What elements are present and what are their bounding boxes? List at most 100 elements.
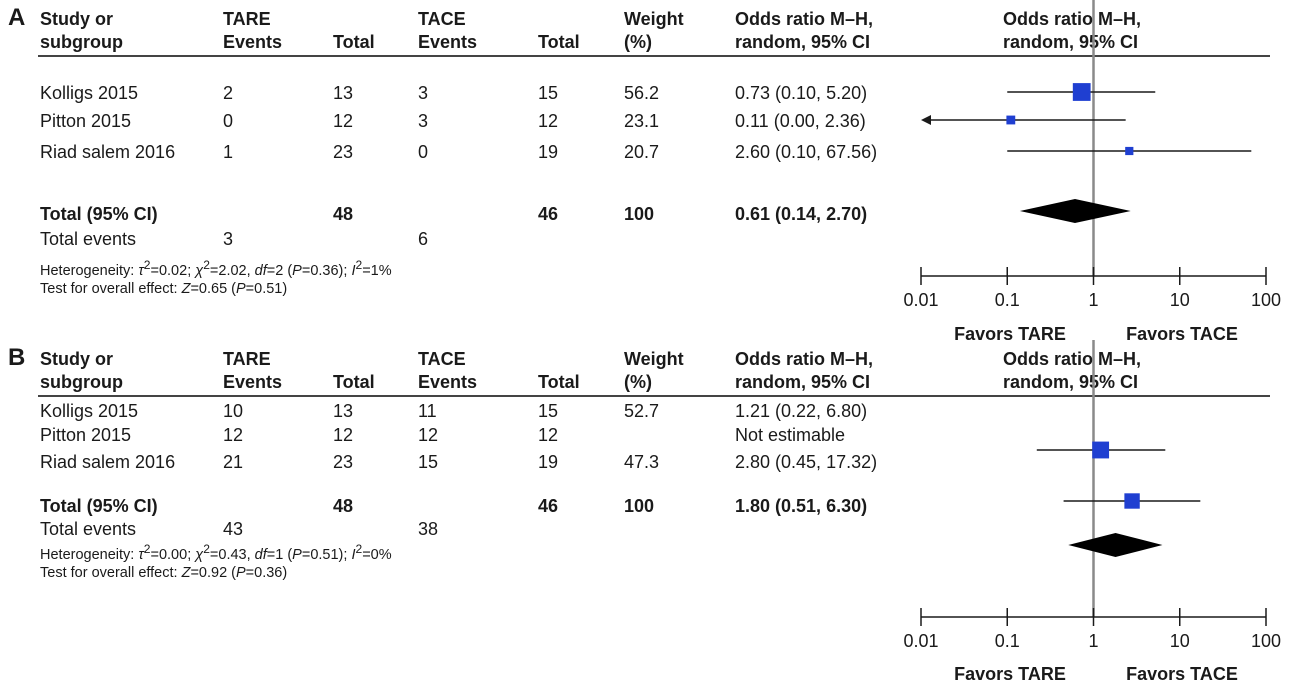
tace-total: 15 bbox=[538, 83, 559, 103]
favors-left-label: Favors TARE bbox=[954, 324, 1066, 344]
header-tace-1: TACE bbox=[418, 349, 466, 369]
total-tare: 48 bbox=[333, 204, 354, 224]
study-square bbox=[1092, 441, 1110, 459]
panel-letter: A bbox=[8, 4, 26, 31]
tace-events: 3 bbox=[418, 111, 429, 131]
header-total-tace: Total bbox=[538, 32, 580, 52]
header-or-text-1: Odds ratio M–H, bbox=[735, 349, 874, 369]
header-weight-1: Weight bbox=[624, 9, 684, 29]
header-total-tare: Total bbox=[333, 372, 375, 392]
favors-right-label: Favors TACE bbox=[1126, 664, 1238, 681]
header-or-text-2: random, 95% CI bbox=[735, 32, 871, 52]
study-weight: 52.7 bbox=[624, 401, 660, 421]
tare-total: 12 bbox=[333, 111, 354, 131]
total-events-tare: 3 bbox=[223, 229, 234, 249]
header-or-plot-1: Odds ratio M–H, bbox=[1003, 349, 1142, 369]
study-square bbox=[1006, 115, 1016, 125]
total-or-text: 1.80 (0.51, 6.30) bbox=[735, 496, 868, 516]
total-or-text: 0.61 (0.14, 2.70) bbox=[735, 204, 868, 224]
study-name: Kolligs 2015 bbox=[40, 401, 139, 421]
header-or-plot-2: random, 95% CI bbox=[1003, 32, 1139, 52]
total-label: Total (95% CI) bbox=[40, 496, 158, 516]
header-study-2: subgroup bbox=[40, 372, 123, 392]
overall-effect-line: Test for overall effect: Z=0.65 (P=0.51) bbox=[40, 281, 288, 297]
x-tick-label: 100 bbox=[1251, 290, 1281, 310]
x-tick-label: 0.1 bbox=[995, 290, 1020, 310]
header-weight-2: (%) bbox=[624, 372, 652, 392]
study-or-text: 0.11 (0.00, 2.36) bbox=[735, 111, 866, 131]
tace-total: 12 bbox=[538, 111, 559, 131]
forest-plot-panel-b: B Study or subgroup TARE Events Total TA… bbox=[0, 340, 1291, 681]
header-weight-1: Weight bbox=[624, 349, 684, 369]
study-square bbox=[1072, 83, 1091, 101]
header-study-2: subgroup bbox=[40, 32, 123, 52]
total-events-tare: 43 bbox=[223, 519, 244, 539]
study-square bbox=[1124, 493, 1140, 509]
header-tace-1: TACE bbox=[418, 9, 466, 29]
pooled-diamond bbox=[1019, 199, 1131, 223]
tare-events: 1 bbox=[223, 142, 234, 162]
header-total-tace: Total bbox=[538, 372, 580, 392]
header-tace-2: Events bbox=[418, 32, 478, 52]
x-tick-label: 100 bbox=[1251, 631, 1281, 651]
header-tace-2: Events bbox=[418, 372, 478, 392]
study-name: Pitton 2015 bbox=[40, 111, 132, 131]
study-or-text: 1.21 (0.22, 6.80) bbox=[735, 401, 868, 421]
tace-events: 0 bbox=[418, 142, 429, 162]
forest-plot-svg: 0.01 0.1 1 10 100 Favors TARE Favors TACE bbox=[903, 0, 1281, 344]
header-tare-1: TARE bbox=[223, 349, 271, 369]
tace-total: 15 bbox=[538, 401, 559, 421]
ci-arrow bbox=[921, 115, 931, 125]
study-or-text: 2.60 (0.10, 67.56) bbox=[735, 142, 878, 162]
tace-events: 3 bbox=[418, 83, 429, 103]
study-name: Riad salem 2016 bbox=[40, 142, 176, 162]
x-tick-label: 1 bbox=[1088, 631, 1098, 651]
tare-total: 13 bbox=[333, 401, 354, 421]
favors-left-label: Favors TARE bbox=[954, 664, 1066, 681]
header-rule bbox=[38, 395, 1270, 397]
tare-total: 12 bbox=[333, 425, 354, 445]
tare-events: 0 bbox=[223, 111, 234, 131]
study-or-text: 2.80 (0.45, 17.32) bbox=[735, 452, 878, 472]
total-events-tace: 6 bbox=[418, 229, 429, 249]
header-rule bbox=[38, 55, 1270, 57]
study-or-text: 0.73 (0.10, 5.20) bbox=[735, 83, 868, 103]
forest-plot-svg: 0.01 0.1 1 10 100 Favors TARE Favors TACE bbox=[903, 340, 1281, 681]
total-events-label: Total events bbox=[40, 519, 137, 539]
header-or-text-1: Odds ratio M–H, bbox=[735, 9, 874, 29]
study-square bbox=[1125, 146, 1134, 156]
tare-events: 12 bbox=[223, 425, 244, 445]
header-or-text-2: random, 95% CI bbox=[735, 372, 871, 392]
tare-events: 10 bbox=[223, 401, 244, 421]
study-weight: 20.7 bbox=[624, 142, 660, 162]
study-weight: 47.3 bbox=[624, 452, 660, 472]
total-tare: 48 bbox=[333, 496, 354, 516]
x-tick-label: 10 bbox=[1170, 631, 1190, 651]
heterogeneity-line: Heterogeneity: τ2=0.02; χ2=2.02, df=2 (P… bbox=[40, 258, 392, 279]
study-or-text: Not estimable bbox=[735, 425, 846, 445]
tace-total: 19 bbox=[538, 142, 559, 162]
study-name: Riad salem 2016 bbox=[40, 452, 176, 472]
tace-events: 12 bbox=[418, 425, 439, 445]
total-tace: 46 bbox=[538, 496, 559, 516]
study-name: Kolligs 2015 bbox=[40, 83, 139, 103]
study-name: Pitton 2015 bbox=[40, 425, 132, 445]
tace-total: 12 bbox=[538, 425, 559, 445]
header-study-1: Study or bbox=[40, 349, 114, 369]
tare-total: 23 bbox=[333, 452, 354, 472]
header-weight-2: (%) bbox=[624, 32, 652, 52]
x-tick-label: 1 bbox=[1088, 290, 1098, 310]
header-study-1: Study or bbox=[40, 9, 114, 29]
tace-events: 11 bbox=[418, 401, 437, 421]
x-tick-label: 0.01 bbox=[903, 290, 938, 310]
x-tick-label: 0.1 bbox=[995, 631, 1020, 651]
total-weight: 100 bbox=[624, 496, 655, 516]
header-or-plot-2: random, 95% CI bbox=[1003, 372, 1139, 392]
tare-events: 21 bbox=[223, 452, 244, 472]
total-events-tace: 38 bbox=[418, 519, 439, 539]
tare-total: 13 bbox=[333, 83, 354, 103]
x-tick-label: 0.01 bbox=[903, 631, 938, 651]
tace-total: 19 bbox=[538, 452, 559, 472]
tace-events: 15 bbox=[418, 452, 439, 472]
forest-plot-panel-a: A Study or subgroup TARE Events Total TA… bbox=[0, 0, 1291, 344]
